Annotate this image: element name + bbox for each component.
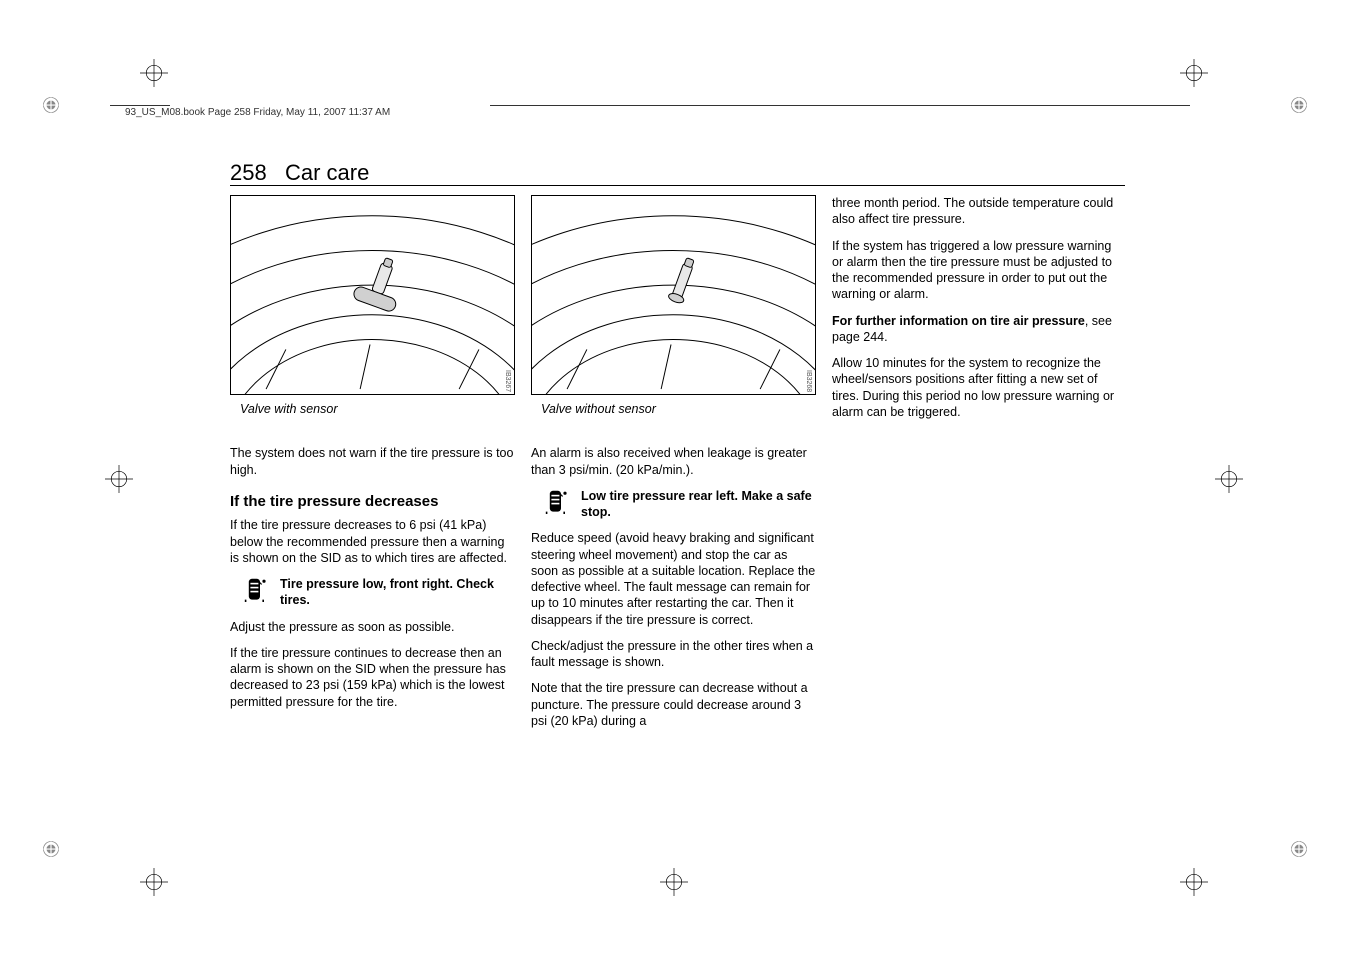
figure-caption-2: Valve without sensor <box>541 401 816 417</box>
col1-p3: Adjust the pressure as soon as possible. <box>230 619 515 635</box>
column-2: IB3268 Valve without sensor An alarm is … <box>531 195 816 739</box>
col2-p3: Check/adjust the pressure in the other t… <box>531 638 816 671</box>
reg-mark-tr-inner <box>1180 59 1208 87</box>
column-3: three month period. The outside temperat… <box>832 195 1117 430</box>
tire-warning-icon <box>244 576 268 604</box>
col3-p4: Allow 10 minutes for the system to recog… <box>832 355 1117 420</box>
col2-p2: Reduce speed (avoid heavy braking and si… <box>531 530 816 628</box>
figure-caption-1: Valve with sensor <box>240 401 515 417</box>
section-title: Car care <box>285 160 369 186</box>
header-rule <box>230 185 1125 186</box>
col3-p2: If the system has triggered a low pressu… <box>832 238 1117 303</box>
warning-message-2-text: Low tire pressure rear left. Make a safe… <box>581 488 816 521</box>
col1-heading: If the tire pressure decreases <box>230 492 515 512</box>
col3-p3-bold: For further information on tire air pres… <box>832 314 1085 328</box>
warning-message-2: Low tire pressure rear left. Make a safe… <box>531 488 816 521</box>
col3-p1: three month period. The outside temperat… <box>832 195 1117 228</box>
col3-p3: For further information on tire air pres… <box>832 313 1117 346</box>
figure-valve-without-sensor: IB3268 <box>531 195 816 395</box>
reg-mark-bl-inner <box>140 868 168 896</box>
page-number: 258 <box>230 160 267 186</box>
reg-mark-br-inner <box>1180 868 1208 896</box>
col2-p4: Note that the tire pressure can decrease… <box>531 680 816 729</box>
figure-code-2: IB3268 <box>804 370 813 392</box>
tire-warning-icon <box>545 488 569 516</box>
figure-code-1: IB3267 <box>503 370 512 392</box>
col2-p1: An alarm is also received when leakage i… <box>531 445 816 478</box>
warning-message-1: Tire pressure low, front right. Check ti… <box>230 576 515 609</box>
column-1: IB3267 Valve with sensor The system does… <box>230 195 515 720</box>
reg-mark-mr <box>1215 465 1243 493</box>
content-area: IB3267 Valve with sensor The system does… <box>230 195 1125 739</box>
header-info: 93_US_M08.book Page 258 Friday, May 11, … <box>125 107 390 118</box>
reg-mark-bl-outer <box>42 840 60 858</box>
reg-mark-br-outer <box>1290 840 1308 858</box>
col1-p2: If the tire pressure decreases to 6 psi … <box>230 517 515 566</box>
reg-mark-tr-outer <box>1290 96 1308 114</box>
figure-valve-with-sensor: IB3267 <box>230 195 515 395</box>
reg-mark-tl-inner <box>140 59 168 87</box>
reg-mark-ml <box>105 465 133 493</box>
warning-message-1-text: Tire pressure low, front right. Check ti… <box>280 576 515 609</box>
col1-p1: The system does not warn if the tire pre… <box>230 445 515 478</box>
page-container: 93_US_M08.book Page 258 Friday, May 11, … <box>230 110 1125 885</box>
reg-mark-tl-outer <box>42 96 60 114</box>
col1-p4: If the tire pressure continues to decrea… <box>230 645 515 710</box>
